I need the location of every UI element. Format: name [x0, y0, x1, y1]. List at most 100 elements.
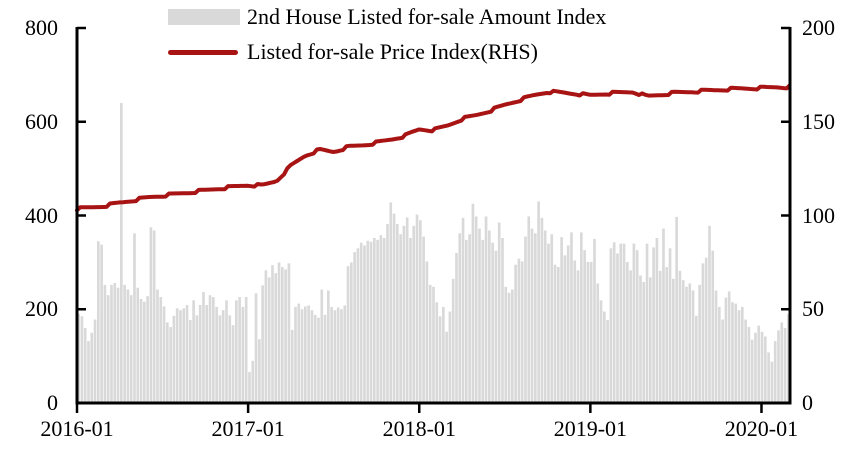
bar — [346, 266, 350, 404]
bar — [741, 306, 744, 403]
bar — [484, 216, 488, 403]
bar — [616, 253, 619, 403]
bar — [419, 220, 422, 403]
bar — [254, 293, 258, 403]
bar — [290, 329, 294, 404]
bar — [731, 302, 734, 403]
bar — [524, 236, 527, 403]
bar — [248, 372, 251, 403]
bar — [708, 225, 711, 403]
bar — [629, 270, 632, 403]
bar — [83, 328, 87, 403]
bar — [474, 216, 478, 403]
bar — [412, 225, 416, 403]
bar — [143, 301, 146, 403]
bar — [780, 322, 784, 404]
bar — [787, 313, 790, 403]
bar — [386, 223, 389, 403]
bar — [126, 289, 130, 403]
bar — [557, 267, 560, 403]
bar — [488, 230, 491, 403]
bar — [100, 244, 103, 403]
bar — [241, 306, 245, 403]
bar — [244, 297, 248, 403]
bar — [258, 339, 261, 403]
bar — [448, 311, 452, 403]
bar — [563, 255, 567, 403]
bar — [698, 284, 701, 404]
bar — [570, 232, 573, 404]
bar — [215, 306, 218, 403]
bar — [612, 242, 616, 403]
bar — [580, 232, 583, 404]
bar — [764, 336, 767, 403]
bar — [373, 238, 376, 403]
bar — [678, 270, 682, 403]
bar — [327, 290, 330, 403]
bar — [202, 291, 205, 403]
bar — [363, 245, 366, 403]
bar — [599, 300, 603, 403]
bar — [80, 316, 84, 403]
y-axis-right-tick-label: 200 — [802, 15, 835, 40]
bar — [110, 284, 113, 404]
bar — [267, 277, 271, 404]
bar — [537, 201, 540, 403]
bar — [553, 264, 557, 403]
bar — [455, 253, 458, 403]
bar — [369, 241, 373, 403]
x-axis-tick-label: 2020-01 — [724, 416, 799, 441]
bar — [310, 310, 314, 403]
bar — [691, 290, 695, 403]
bar — [294, 306, 297, 403]
bar — [773, 341, 777, 404]
bar — [432, 286, 435, 403]
bar — [261, 285, 264, 403]
bar — [718, 306, 721, 403]
bar — [652, 247, 655, 404]
bar — [777, 330, 780, 403]
bar — [724, 297, 728, 403]
bar — [382, 238, 386, 403]
bar — [205, 305, 209, 403]
bar — [478, 228, 481, 404]
legend-label-price: Listed for-sale Price Index(RHS) — [247, 39, 538, 64]
x-axis-tick-label: 2017-01 — [211, 416, 285, 441]
bar — [402, 225, 406, 403]
bar — [323, 314, 327, 404]
bar — [103, 284, 107, 404]
bar — [681, 280, 685, 403]
bar — [123, 284, 126, 404]
bar — [300, 309, 304, 403]
bar — [573, 260, 577, 403]
bar — [392, 213, 396, 404]
x-axis-tick-label: 2018-01 — [382, 416, 456, 441]
bar — [228, 315, 232, 403]
bar — [750, 339, 754, 403]
y-axis-right-tick-label: 0 — [802, 390, 813, 415]
bar — [688, 283, 692, 403]
bar — [192, 300, 195, 403]
bar — [560, 237, 563, 403]
bar — [231, 325, 235, 403]
bar — [379, 235, 383, 403]
bar — [727, 291, 731, 403]
bar — [576, 270, 580, 403]
bar — [284, 269, 287, 403]
bar — [195, 315, 199, 403]
bar — [704, 257, 708, 403]
bar — [136, 287, 140, 403]
bar — [198, 305, 202, 403]
bar — [343, 305, 347, 403]
bar — [442, 306, 445, 403]
bar — [313, 314, 317, 404]
bar — [662, 228, 665, 404]
bar — [304, 306, 307, 403]
bar — [189, 320, 192, 403]
bar — [497, 222, 501, 403]
bar — [208, 295, 212, 403]
bar — [714, 290, 718, 403]
bar — [586, 261, 590, 403]
x-axis-tick-label: 2016-01 — [40, 416, 114, 441]
